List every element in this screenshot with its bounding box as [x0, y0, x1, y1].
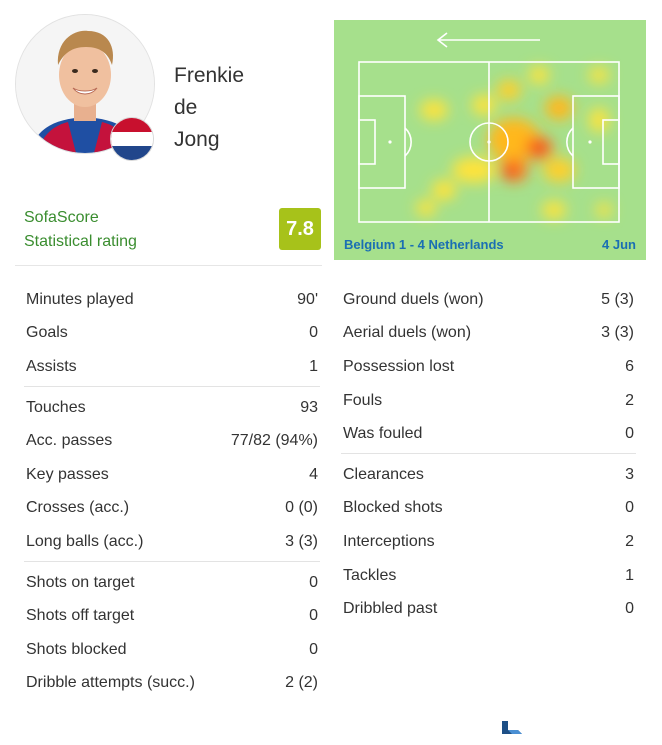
match-date: 4 Jun	[602, 237, 636, 252]
rating-label: SofaScore Statistical rating	[24, 206, 137, 254]
stat-label: Key passes	[26, 465, 109, 483]
stat-value: 1	[309, 357, 318, 375]
stat-row: Long balls (acc.) 3 (3)	[26, 525, 318, 559]
stat-row: Was fouled 0	[343, 417, 634, 451]
stat-row: Shots on target 0	[26, 566, 318, 600]
rating-label-line: Statistical rating	[24, 233, 137, 250]
stat-label: Blocked shots	[343, 499, 443, 517]
stat-value: 0	[309, 573, 318, 591]
stat-value: 0	[309, 607, 318, 625]
stat-value: 0	[625, 600, 634, 618]
stat-value: 77/82 (94%)	[230, 432, 318, 450]
stat-row: Dribble attempts (succ.) 2 (2)	[26, 667, 318, 701]
stat-value: 0	[625, 425, 634, 443]
rating-badge: 7.8	[279, 208, 321, 250]
stat-value: 2 (2)	[285, 674, 318, 692]
rating-label-line: SofaScore	[24, 209, 99, 226]
stat-row: Tackles 1	[343, 559, 634, 593]
group-divider	[24, 385, 320, 387]
stat-value: 2	[625, 391, 634, 409]
stat-label: Crosses (acc.)	[26, 499, 130, 517]
stat-label: Goals	[26, 324, 68, 342]
stat-value: 0	[625, 499, 634, 517]
stat-row: Shots blocked 0	[26, 633, 318, 667]
stat-label: Acc. passes	[26, 432, 113, 450]
stat-label: Touches	[26, 398, 86, 416]
sofascore-logo-icon	[498, 718, 524, 738]
netherlands-flag-icon	[110, 117, 154, 161]
group-divider	[341, 452, 636, 454]
stat-value: 3 (3)	[601, 324, 634, 342]
stat-label: Tackles	[343, 566, 397, 584]
stat-label: Possession lost	[343, 357, 455, 375]
stat-row: Touches 93	[26, 391, 318, 425]
stat-label: Long balls (acc.)	[26, 532, 144, 550]
player-photo-icon	[16, 15, 154, 153]
stat-row: Acc. passes 77/82 (94%)	[26, 424, 318, 458]
stat-label: Shots on target	[26, 573, 135, 591]
heatmap[interactable]: Belgium 1 - 4 Netherlands 4 Jun	[334, 20, 646, 260]
stat-value: 0	[309, 640, 318, 658]
stat-label: Aerial duels (won)	[343, 324, 472, 342]
match-score-link[interactable]: Belgium 1 - 4 Netherlands	[344, 237, 504, 252]
stat-value: 0	[309, 324, 318, 342]
heatmap-pitch	[358, 32, 620, 223]
player-name: Frenkie de Jong	[174, 60, 314, 156]
stat-row: Crosses (acc.) 0 (0)	[26, 492, 318, 526]
player-name-line: Frenkie	[174, 64, 245, 87]
stat-label: Assists	[26, 357, 77, 375]
stat-label: Fouls	[343, 391, 383, 409]
stat-value: 5 (3)	[601, 290, 634, 308]
stat-value: 1	[625, 566, 634, 584]
stats-column-right: Ground duels (won) 5 (3) Aerial duels (wo…	[341, 283, 636, 626]
stat-row: Fouls 2	[343, 384, 634, 418]
stat-row: Ground duels (won) 5 (3)	[343, 283, 634, 317]
stat-row: Clearances 3	[343, 458, 634, 492]
stat-label: Minutes played	[26, 290, 134, 308]
attack-direction-arrow-icon	[436, 32, 540, 48]
player-name-line: Jong	[174, 128, 220, 151]
stats-column-left: Minutes played 90' Goals 0 Assists 1 Touche…	[24, 283, 320, 701]
stat-row: Assists 1	[26, 350, 318, 384]
stat-value: 93	[300, 398, 318, 416]
stat-value: 6	[625, 357, 634, 375]
group-divider	[24, 560, 320, 562]
pitch-lines	[358, 61, 620, 223]
player-name-line: de	[174, 96, 198, 119]
stat-value: 4	[309, 465, 318, 483]
stat-value: 3 (3)	[285, 532, 318, 550]
stat-label: Shots off target	[26, 607, 135, 625]
stat-row: Possession lost 6	[343, 350, 634, 384]
divider	[15, 265, 322, 266]
stat-label: Dribble attempts (succ.)	[26, 674, 195, 692]
stat-row: Key passes 4	[26, 458, 318, 492]
stat-value: 3	[625, 465, 634, 483]
stat-row: Dribbled past 0	[343, 592, 634, 626]
stat-label: Was fouled	[343, 425, 423, 443]
stat-value: 0 (0)	[285, 499, 318, 517]
stat-label: Interceptions	[343, 532, 435, 550]
stat-label: Dribbled past	[343, 600, 438, 618]
stat-label: Shots blocked	[26, 640, 127, 658]
stat-value: 90'	[297, 290, 318, 308]
match-info[interactable]: Belgium 1 - 4 Netherlands 4 Jun	[344, 237, 636, 252]
stat-value: 2	[625, 532, 634, 550]
heat-blobs	[416, 66, 612, 219]
stat-row: Goals 0	[26, 317, 318, 351]
stat-row: Aerial duels (won) 3 (3)	[343, 317, 634, 351]
stat-row: Minutes played 90'	[26, 283, 318, 317]
player-avatar	[15, 14, 155, 154]
stat-row: Blocked shots 0	[343, 492, 634, 526]
stat-row: Interceptions 2	[343, 525, 634, 559]
stat-row: Shots off target 0	[26, 599, 318, 633]
stat-label: Clearances	[343, 465, 424, 483]
stat-label: Ground duels (won)	[343, 290, 484, 308]
